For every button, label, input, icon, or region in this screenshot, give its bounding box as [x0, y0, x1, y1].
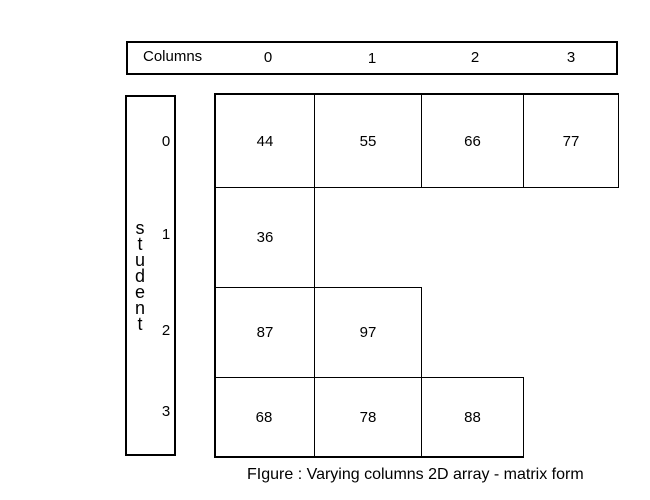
columns-header-box [126, 41, 618, 75]
matrix-cell-1-0: 36 [215, 187, 315, 288]
matrix-cell-2-0: 87 [215, 287, 315, 378]
rows-header-letter: t [137, 314, 143, 334]
rows-header-letter: n [134, 298, 145, 318]
rows-header-letter: s [135, 218, 145, 238]
column-index-1: 1 [367, 50, 377, 67]
column-index-0: 0 [263, 49, 273, 66]
matrix-cell-3-0: 68 [215, 377, 315, 458]
rows-header-letter: u [134, 250, 145, 270]
row-index-1: 1 [161, 226, 171, 243]
row-index-0: 0 [161, 133, 171, 150]
figure-caption: FIgure : Varying columns 2D array - matr… [247, 466, 584, 483]
rows-header-letter: t [137, 234, 143, 254]
columns-header-title: Columns [143, 48, 203, 65]
matrix-cell-3-2: 88 [421, 377, 524, 458]
rows-header-letter: e [134, 282, 145, 302]
row-index-3: 3 [161, 403, 171, 420]
matrix-cell-0-1: 55 [314, 93, 422, 188]
matrix-cell-3-1: 78 [314, 377, 422, 458]
rows-header-box [125, 95, 176, 456]
matrix-cell-0-3: 77 [523, 93, 619, 188]
matrix-cell-2-1: 97 [314, 287, 422, 378]
column-index-3: 3 [566, 49, 576, 66]
matrix-cell-0-2: 66 [421, 93, 524, 188]
rows-header-letter: d [134, 266, 145, 286]
row-index-2: 2 [161, 322, 171, 339]
matrix-cell-0-0: 44 [215, 93, 315, 188]
column-index-2: 2 [470, 49, 480, 66]
